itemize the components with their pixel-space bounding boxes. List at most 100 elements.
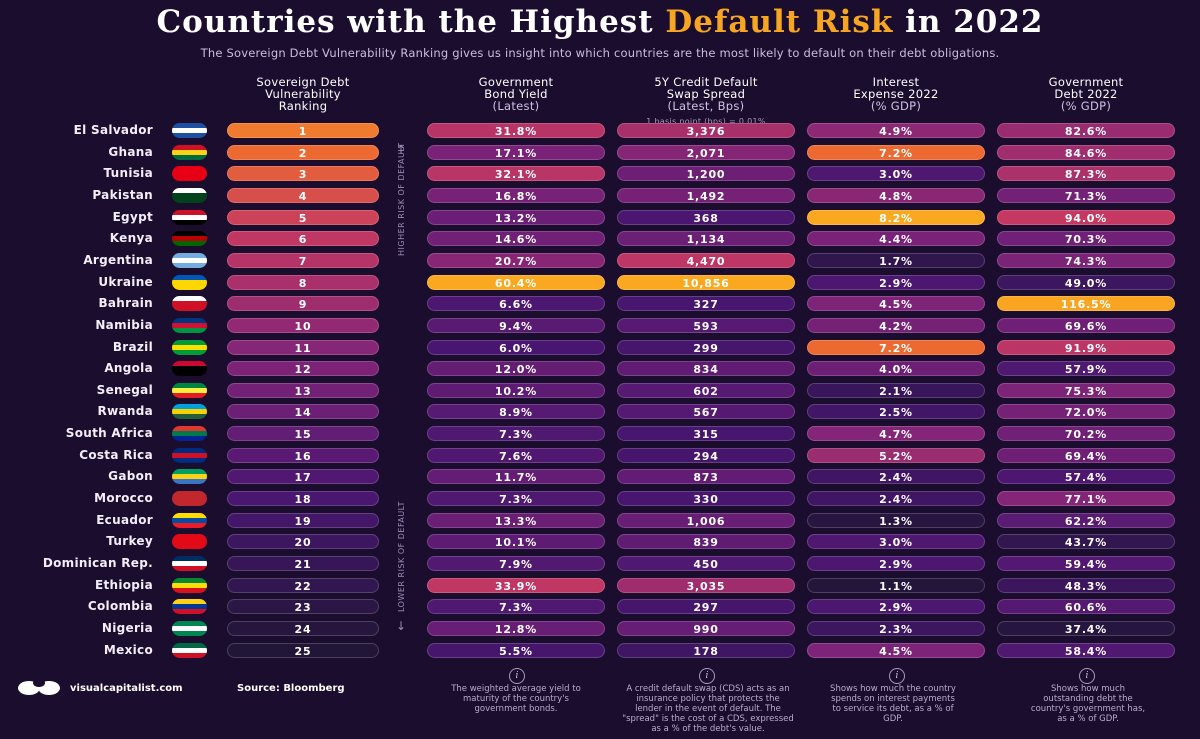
country-name: Morocco [94, 491, 153, 505]
rank-pill: 4 [227, 188, 379, 203]
cds-pill: 873 [617, 469, 795, 484]
debt-pill: 75.3% [997, 383, 1175, 398]
bond-yield-pill: 60.4% [427, 275, 605, 290]
flag-icon [172, 166, 207, 181]
debt-pill: 87.3% [997, 166, 1175, 181]
interest-pill: 2.4% [807, 469, 985, 484]
debt-pill: 69.4% [997, 448, 1175, 463]
bond-yield-pill: 13.2% [427, 210, 605, 225]
cds-pill: 602 [617, 383, 795, 398]
flag-icon [172, 404, 207, 419]
country-name: Angola [104, 361, 153, 375]
lower-risk-label: LOWER RISK OF DEFAULT [397, 501, 406, 612]
rank-pill: 24 [227, 621, 379, 636]
bond-yield-pill: 5.5% [427, 643, 605, 658]
cds-pill: 450 [617, 556, 795, 571]
cds-pill: 299 [617, 340, 795, 355]
title-highlight: Default Risk [665, 4, 894, 40]
bond-yield-pill: 7.3% [427, 599, 605, 614]
higher-risk-label: HIGHER RISK OF DEFAULT [397, 142, 406, 256]
cds-pill: 4,470 [617, 253, 795, 268]
debt-pill: 62.2% [997, 513, 1175, 528]
interest-pill: 3.0% [807, 166, 985, 181]
interest-pill: 2.9% [807, 275, 985, 290]
debt-pill: 94.0% [997, 210, 1175, 225]
rank-pill: 3 [227, 166, 379, 181]
rank-pill: 10 [227, 318, 379, 333]
country-name: Bahrain [98, 296, 153, 310]
column-header-bond-yield: Government Bond Yield (Latest) [478, 75, 554, 113]
country-name: Ethiopia [94, 578, 153, 592]
flag-icon [172, 556, 207, 571]
debt-pill: 72.0% [997, 404, 1175, 419]
country-name: Brazil [112, 340, 153, 354]
bond-yield-pill: 31.8% [427, 123, 605, 138]
interest-pill: 4.5% [807, 296, 985, 311]
visualcapitalist-logo-icon [18, 679, 60, 695]
debt-pill: 84.6% [997, 145, 1175, 160]
bond-yield-pill: 6.0% [427, 340, 605, 355]
country-name: Costa Rica [79, 448, 153, 462]
rank-pill: 14 [227, 404, 379, 419]
down-arrow-icon: ↓ [396, 619, 407, 633]
cds-pill: 10,856 [617, 275, 795, 290]
flag-icon [172, 296, 207, 311]
country-name: Colombia [87, 599, 153, 613]
country-name: Dominican Rep. [42, 556, 153, 570]
column-header-cds: 5Y Credit Default Swap Spread (Latest, Bps… [617, 76, 795, 128]
interest-pill: 4.0% [807, 361, 985, 376]
cds-pill: 1,492 [617, 188, 795, 203]
flag-icon [172, 469, 207, 484]
interest-pill: 2.3% [807, 621, 985, 636]
interest-pill: 7.2% [807, 340, 985, 355]
cds-pill: 593 [617, 318, 795, 333]
brand-name: visualcapitalist.com [70, 683, 183, 694]
interest-pill: 4.8% [807, 188, 985, 203]
flag-icon [172, 318, 207, 333]
info-icon: i [509, 668, 525, 684]
cds-pill: 315 [617, 426, 795, 441]
debt-pill: 58.4% [997, 643, 1175, 658]
bond-yield-pill: 10.2% [427, 383, 605, 398]
cds-pill: 330 [617, 491, 795, 506]
flag-icon [172, 231, 207, 246]
rank-pill: 6 [227, 231, 379, 246]
flag-icon [172, 534, 207, 549]
country-name: El Salvador [73, 123, 153, 137]
flag-icon [172, 491, 207, 506]
rank-pill: 2 [227, 145, 379, 160]
flag-icon [172, 383, 207, 398]
country-name: Namibia [95, 318, 153, 332]
country-name: Rwanda [97, 404, 153, 418]
flag-icon [172, 188, 207, 203]
cds-pill: 1,200 [617, 166, 795, 181]
debt-pill: 69.6% [997, 318, 1175, 333]
cds-pill: 567 [617, 404, 795, 419]
flag-icon [172, 513, 207, 528]
bond-yield-pill: 8.9% [427, 404, 605, 419]
debt-pill: 82.6% [997, 123, 1175, 138]
country-name: Pakistan [92, 188, 153, 202]
flag-icon [172, 340, 207, 355]
rank-pill: 9 [227, 296, 379, 311]
footnote-interest: Shows how much the country spends on int… [830, 684, 956, 724]
cds-pill: 2,071 [617, 145, 795, 160]
interest-pill: 2.1% [807, 383, 985, 398]
cds-pill: 1,134 [617, 231, 795, 246]
bond-yield-pill: 12.8% [427, 621, 605, 636]
flag-icon [172, 448, 207, 463]
rank-pill: 19 [227, 513, 379, 528]
cds-pill: 1,006 [617, 513, 795, 528]
rank-pill: 8 [227, 275, 379, 290]
bond-yield-pill: 7.3% [427, 426, 605, 441]
country-name: Argentina [83, 253, 153, 267]
info-icon: i [1079, 668, 1095, 684]
interest-pill: 5.2% [807, 448, 985, 463]
rank-pill: 16 [227, 448, 379, 463]
country-name: Mexico [103, 643, 153, 657]
interest-pill: 7.2% [807, 145, 985, 160]
debt-pill: 57.4% [997, 469, 1175, 484]
flag-icon [172, 578, 207, 593]
cds-pill: 327 [617, 296, 795, 311]
bond-yield-pill: 17.1% [427, 145, 605, 160]
